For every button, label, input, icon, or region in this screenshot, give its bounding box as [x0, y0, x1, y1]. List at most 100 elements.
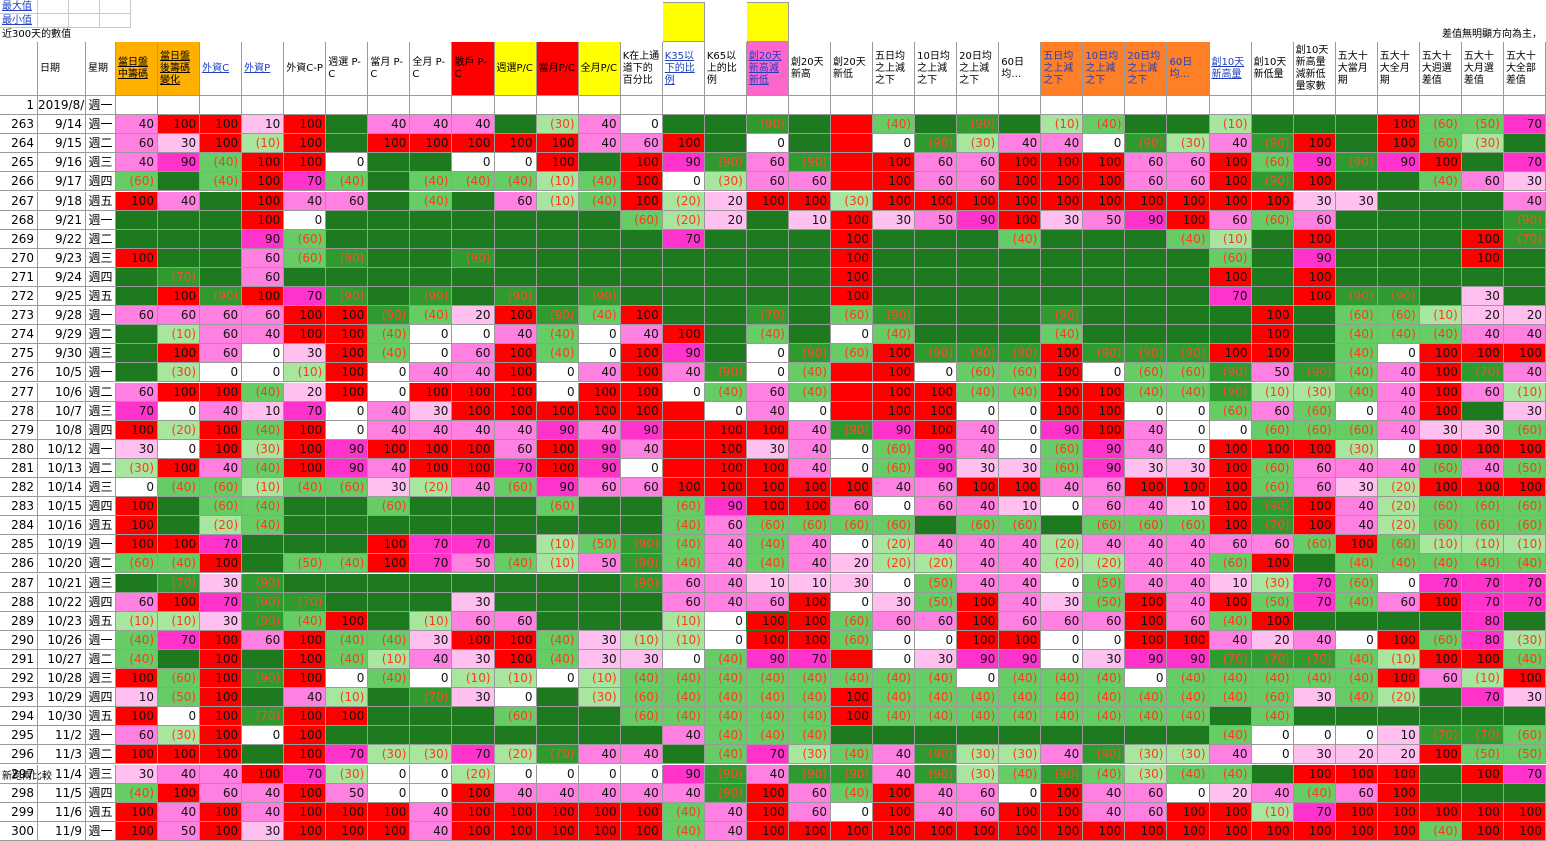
data-cell[interactable]: 40 — [746, 764, 789, 784]
data-cell[interactable]: 40 — [494, 420, 537, 440]
date-cell[interactable]: 10/13 — [38, 458, 86, 478]
data-cell[interactable]: 40 — [116, 115, 159, 135]
data-cell[interactable]: 40 — [158, 764, 201, 784]
data-cell[interactable]: 100 — [1419, 745, 1462, 765]
data-cell[interactable]: 70 — [1293, 573, 1336, 593]
weekday-cell[interactable]: 週一 — [86, 115, 116, 135]
data-cell[interactable]: 40 — [452, 420, 495, 440]
header-18[interactable]: 創20天新高減新低 — [746, 42, 789, 96]
data-cell[interactable]: (40) — [1377, 554, 1420, 574]
data-cell[interactable]: (60) — [1209, 401, 1252, 421]
data-cell[interactable]: 100 — [452, 439, 495, 459]
data-cell[interactable]: 40 — [410, 649, 453, 669]
data-cell[interactable]: 70 — [284, 764, 327, 784]
data-cell[interactable]: 0 — [1293, 726, 1336, 746]
data-cell[interactable]: 60 — [915, 497, 958, 517]
data-cell[interactable]: (90) — [915, 344, 958, 364]
data-cell[interactable]: (10) — [410, 611, 453, 631]
data-cell[interactable]: (40) — [704, 649, 747, 669]
data-cell[interactable]: 100 — [452, 783, 495, 803]
data-cell[interactable]: (60) — [999, 516, 1042, 536]
data-cell[interactable]: (40) — [788, 688, 831, 708]
data-cell[interactable]: 100 — [746, 458, 789, 478]
data-cell[interactable]: (90) — [957, 344, 1000, 364]
data-cell[interactable]: (20) — [1041, 554, 1084, 574]
data-cell[interactable]: (60) — [1503, 726, 1546, 746]
data-cell[interactable]: (10) — [1419, 535, 1462, 555]
data-cell[interactable]: 60 — [326, 191, 369, 211]
data-cell[interactable]: G — [1125, 115, 1168, 135]
data-cell[interactable]: 100 — [999, 821, 1042, 841]
data-cell[interactable]: 100 — [242, 287, 285, 307]
weekday-cell[interactable]: 週三 — [86, 478, 116, 498]
data-cell[interactable]: (90) — [915, 745, 958, 765]
data-cell[interactable]: G — [1041, 287, 1084, 307]
data-cell[interactable]: 100 — [1377, 115, 1420, 135]
data-cell[interactable]: 60 — [116, 134, 159, 154]
data-cell[interactable]: 100 — [1041, 802, 1084, 822]
data-cell[interactable]: 70 — [1503, 573, 1546, 593]
data-cell[interactable]: (90) — [746, 115, 789, 135]
data-cell[interactable]: (60) — [1419, 115, 1462, 135]
data-cell[interactable]: G — [957, 267, 1000, 287]
header-35[interactable]: 五大十大月選差值 — [1461, 42, 1504, 96]
data-cell[interactable]: 100 — [957, 592, 1000, 612]
data-cell[interactable]: (90) — [957, 115, 1000, 135]
data-cell[interactable]: 100 — [1293, 287, 1336, 307]
weekday-cell[interactable]: 週四 — [86, 783, 116, 803]
data-cell[interactable]: 30 — [1503, 688, 1546, 708]
data-cell[interactable]: (10) — [158, 611, 201, 631]
data-cell[interactable]: 60 — [1083, 497, 1126, 517]
data-cell[interactable]: (30) — [1293, 382, 1336, 402]
data-cell[interactable]: G — [158, 248, 201, 268]
data-cell[interactable]: G — [494, 210, 537, 230]
data-cell[interactable]: (60) — [873, 458, 916, 478]
data-cell[interactable]: (10) — [536, 191, 579, 211]
data-cell[interactable]: (40) — [536, 325, 579, 345]
data-cell[interactable]: 60 — [1125, 802, 1168, 822]
data-cell[interactable]: (60) — [494, 478, 537, 498]
data-cell[interactable]: 0 — [620, 764, 663, 784]
data-cell[interactable]: 60 — [662, 592, 705, 612]
data-cell[interactable]: (20) — [873, 554, 916, 574]
data-cell[interactable]: (90) — [704, 783, 747, 803]
data-cell[interactable]: 0 — [578, 764, 621, 784]
data-cell[interactable]: G — [326, 229, 369, 249]
data-cell[interactable]: 100 — [1209, 439, 1252, 459]
data-cell[interactable]: 40 — [410, 115, 453, 135]
data-cell[interactable]: G — [1041, 229, 1084, 249]
data-cell[interactable]: 20 — [704, 191, 747, 211]
data-cell[interactable]: (30) — [831, 191, 874, 211]
data-cell[interactable]: 100 — [1461, 802, 1504, 822]
data-cell[interactable]: 30 — [1167, 458, 1210, 478]
data-cell[interactable]: 60 — [1293, 210, 1336, 230]
data-cell[interactable]: 30 — [1041, 592, 1084, 612]
data-cell[interactable]: G — [494, 726, 537, 746]
data-cell[interactable]: 100 — [1293, 172, 1336, 192]
data-cell[interactable]: G — [788, 325, 831, 345]
data-cell[interactable]: 100 — [1041, 382, 1084, 402]
data-cell[interactable]: G — [410, 592, 453, 612]
data-cell[interactable]: 30 — [1293, 745, 1336, 765]
data-cell[interactable]: G — [999, 267, 1042, 287]
data-cell[interactable]: 100 — [620, 382, 663, 402]
data-cell[interactable]: G — [158, 172, 201, 192]
data-cell[interactable]: 40 — [1083, 802, 1126, 822]
data-cell[interactable]: 100 — [578, 382, 621, 402]
data-cell[interactable]: 0 — [1125, 669, 1168, 689]
data-cell[interactable]: (40) — [704, 382, 747, 402]
data-cell[interactable]: (40) — [200, 172, 243, 192]
data-cell[interactable]: 100 — [1461, 344, 1504, 364]
data-cell[interactable]: 100 — [1083, 191, 1126, 211]
data-cell[interactable]: 100 — [116, 248, 159, 268]
data-cell[interactable]: G — [242, 535, 285, 555]
data-cell[interactable]: (30) — [410, 745, 453, 765]
data-cell[interactable]: 30 — [1503, 401, 1546, 421]
data-cell[interactable]: 90 — [957, 649, 1000, 669]
data-cell[interactable]: G — [788, 306, 831, 326]
data-cell[interactable]: (90) — [704, 764, 747, 784]
data-cell[interactable]: G — [662, 306, 705, 326]
data-cell[interactable]: (90) — [1041, 306, 1084, 326]
data-cell[interactable]: G — [1335, 115, 1378, 135]
data-cell[interactable]: (10) — [284, 363, 327, 383]
